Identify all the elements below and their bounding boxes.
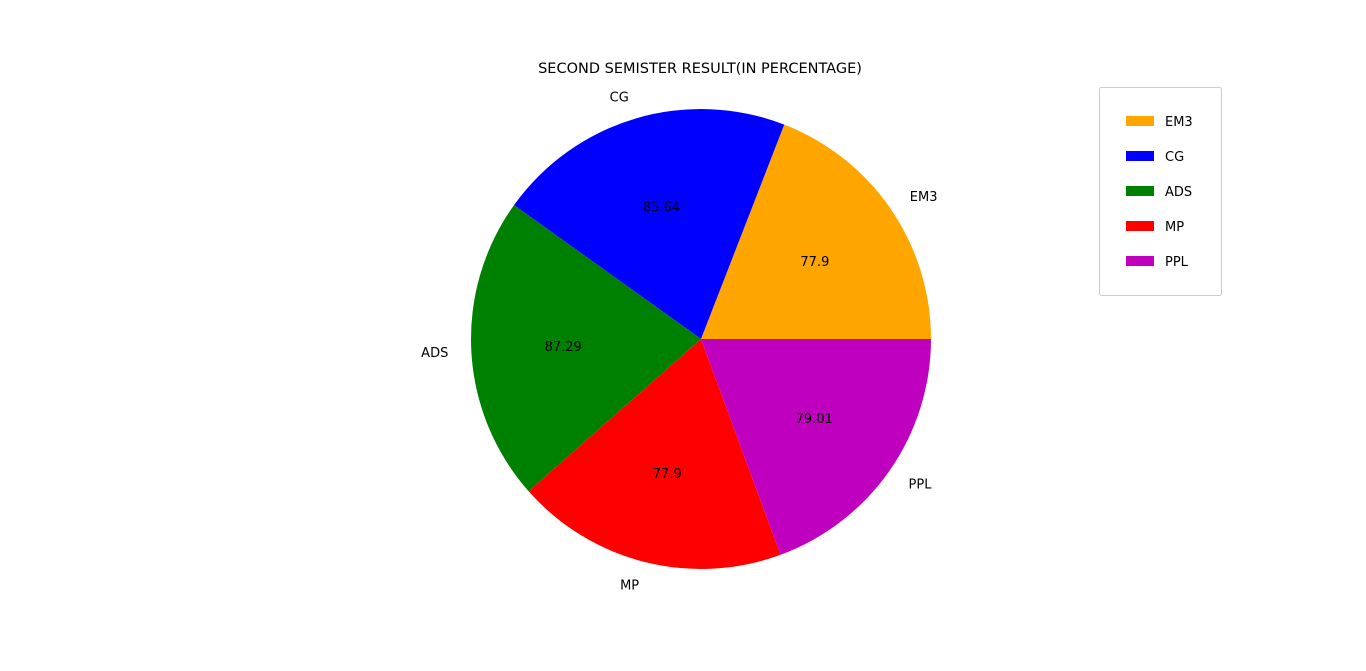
slice-label-ppl: PPL (909, 478, 933, 493)
legend-label-em3: EM3 (1165, 115, 1193, 130)
legend-frame (1099, 87, 1222, 296)
chart-title: SECOND SEMISTER RESULT(IN PERCENTAGE) (538, 61, 862, 77)
pie-slice-ppl (701, 339, 931, 555)
legend-label-mp: MP (1165, 220, 1184, 235)
legend-label-ppl: PPL (1165, 255, 1189, 270)
value-label-ppl: 79.01 (796, 412, 833, 427)
legend-swatch-ppl (1126, 256, 1154, 266)
pie-slices (471, 109, 931, 570)
slice-label-em3: EM3 (910, 190, 938, 205)
pie-slice-em3 (701, 124, 931, 339)
slice-label-cg: CG (610, 91, 629, 106)
value-labels: 77.9 85.64 87.29 77.9 79.01 (545, 201, 833, 482)
pie-slice-ads (471, 205, 701, 492)
legend-swatch-ads (1126, 186, 1154, 196)
slice-labels: EM3 CG ADS MP PPL (421, 91, 937, 594)
pie-slice-mp (528, 339, 781, 570)
legend-swatch-cg (1126, 151, 1154, 161)
pie-slice-cg (514, 109, 785, 339)
value-label-cg: 85.64 (643, 201, 680, 216)
value-label-em3: 77.9 (800, 255, 829, 270)
legend-label-cg: CG (1165, 150, 1184, 165)
legend: EM3 CG ADS MP PPL (1099, 87, 1222, 296)
value-label-mp: 77.9 (653, 467, 682, 482)
legend-swatch-em3 (1126, 116, 1154, 126)
legend-entries: EM3 CG ADS MP PPL (1126, 115, 1193, 270)
legend-swatch-mp (1126, 221, 1154, 231)
slice-label-ads: ADS (421, 346, 448, 361)
legend-label-ads: ADS (1165, 185, 1192, 200)
slice-label-mp: MP (620, 578, 639, 593)
value-label-ads: 87.29 (545, 340, 582, 355)
